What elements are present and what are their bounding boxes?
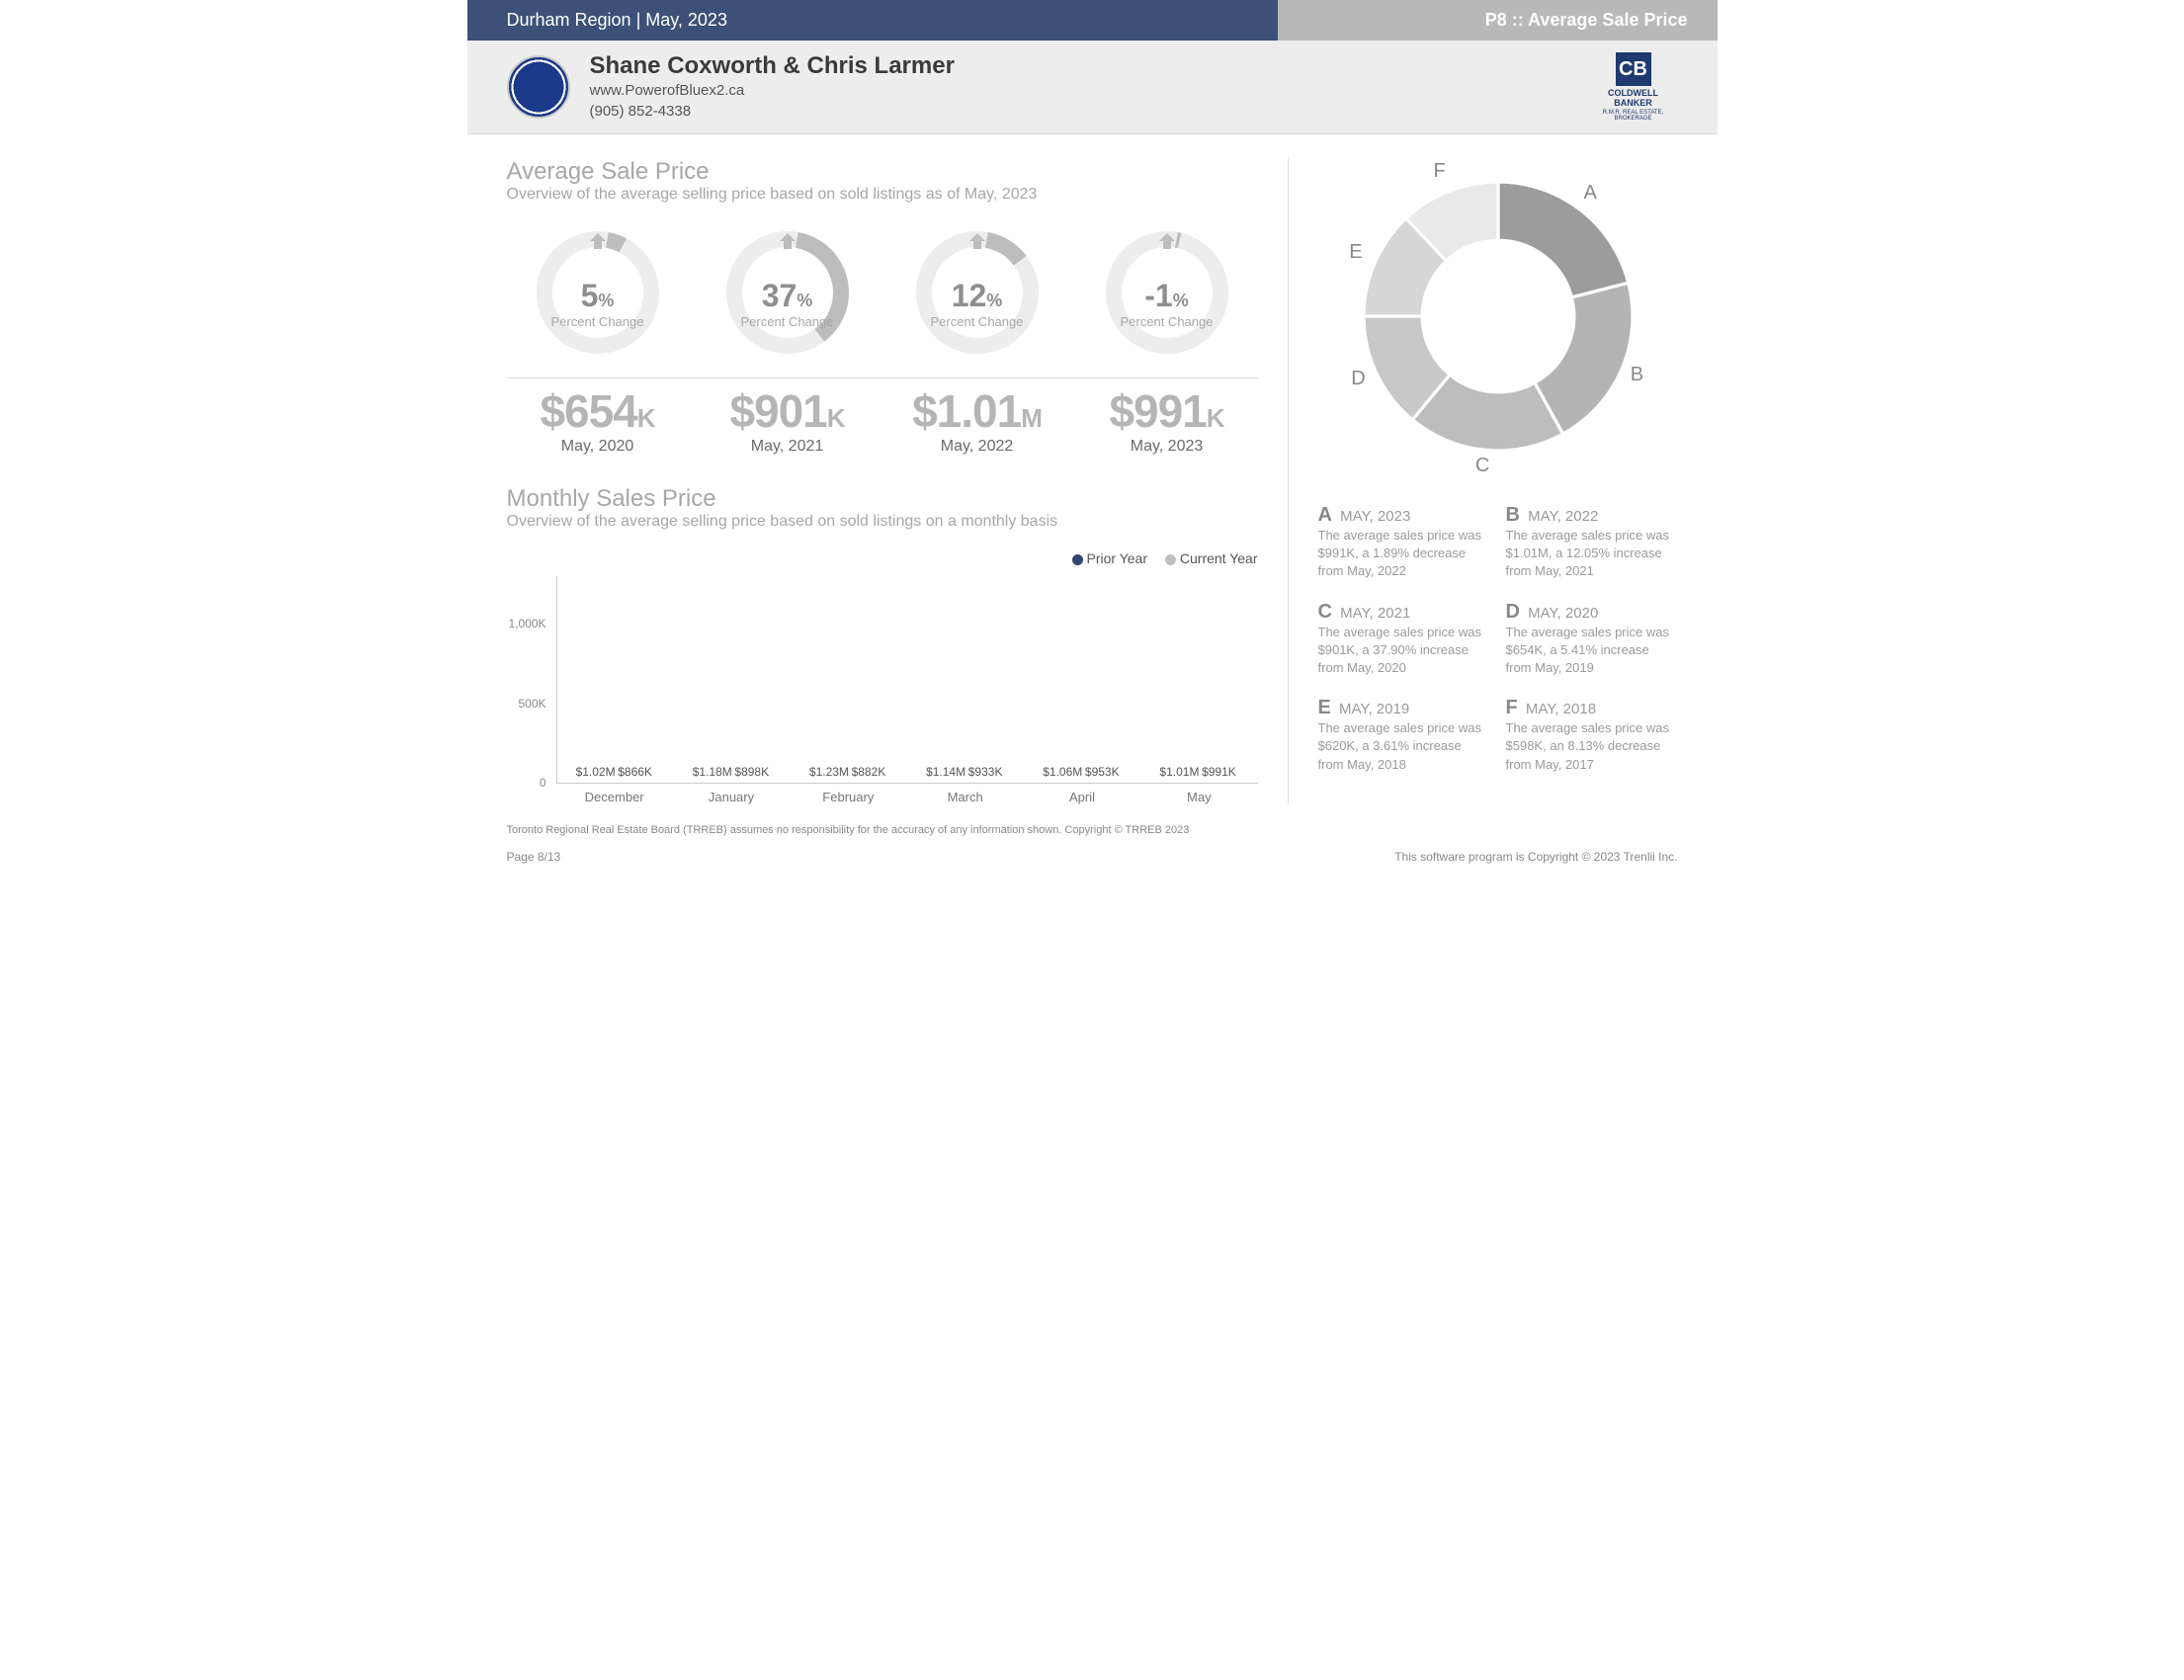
legend-current: Current Year: [1180, 550, 1258, 566]
page-tag: P8 :: Average Sale Price: [1278, 0, 1718, 41]
donut-slice: [1498, 182, 1629, 297]
year-price: $654K May, 2020: [507, 384, 689, 456]
bar-x-labels: DecemberJanuaryFebruaryMarchAprilMay: [556, 784, 1258, 804]
donut-slice-label: A: [1584, 182, 1597, 205]
legend-prior: Prior Year: [1087, 550, 1147, 566]
footer: Toronto Regional Real Estate Board (TRRE…: [467, 814, 1718, 883]
monthly-subtitle: Overview of the average selling price ba…: [507, 513, 1258, 531]
region-label: Durham Region | May, 2023: [467, 0, 1278, 41]
bar-legend: Prior Year Current Year: [507, 550, 1258, 566]
top-bar: Durham Region | May, 2023 P8 :: Average …: [467, 0, 1718, 41]
year-price: $991K May, 2023: [1076, 384, 1258, 456]
copyright: This software program is Copyright © 202…: [1394, 850, 1677, 864]
donut-slice-label: E: [1349, 241, 1362, 264]
monthly-title: Monthly Sales Price: [507, 485, 1258, 513]
gauge: 37% Percent Change: [697, 223, 879, 362]
agent-avatar: [507, 55, 570, 119]
year-price: $1.01M May, 2022: [886, 384, 1068, 456]
brand-logo: CB COLDWELL BANKER R.M.R. REAL ESTATE, B…: [1589, 52, 1678, 122]
disclaimer: Toronto Regional Real Estate Board (TRRE…: [507, 824, 1678, 836]
donut-slice-label: F: [1433, 160, 1445, 183]
donut-slice-label: B: [1631, 364, 1643, 386]
page-number: Page 8/13: [507, 850, 561, 864]
avg-price-title: Average Sale Price: [507, 158, 1258, 186]
donut-legend-item: E MAY, 2019 The average sales price was …: [1318, 697, 1490, 774]
donut-legend-item: C MAY, 2021 The average sales price was …: [1318, 601, 1490, 678]
avg-price-subtitle: Overview of the average selling price ba…: [507, 186, 1258, 204]
gauge: 12% Percent Change: [886, 223, 1068, 362]
donut-slice-label: D: [1351, 368, 1365, 390]
brand-sub: R.M.R. REAL ESTATE, BROKERAGE: [1589, 110, 1678, 122]
donut-legend-item: F MAY, 2018 The average sales price was …: [1506, 697, 1678, 774]
agent-phone: (905) 852-4338: [590, 101, 1569, 122]
gauge: 5% Percent Change: [507, 223, 689, 362]
agent-names: Shane Coxworth & Chris Larmer: [590, 52, 1569, 80]
donut-legend: A MAY, 2023 The average sales price was …: [1318, 504, 1678, 774]
donut-legend-item: D MAY, 2020 The average sales price was …: [1506, 601, 1678, 678]
donut-chart: A B C D E F: [1340, 158, 1656, 474]
brand-name: COLDWELL BANKER: [1589, 88, 1678, 108]
year-prices-row: $654K May, 2020 $901K May, 2021 $1.01M M…: [507, 384, 1258, 456]
agent-website: www.PowerofBluex2.ca: [590, 80, 1569, 101]
donut-slice-label: C: [1475, 455, 1489, 477]
monthly-bar-chart: 0500K1,000K $1.02M $866K $1.18M $898K $1…: [556, 576, 1258, 784]
gauge: -1% Percent Change: [1076, 223, 1258, 362]
year-price: $901K May, 2021: [697, 384, 879, 456]
gauges-row: 5% Percent Change 37% Percent Change 1: [507, 223, 1258, 362]
donut-legend-item: A MAY, 2023 The average sales price was …: [1318, 504, 1490, 581]
donut-legend-item: B MAY, 2022 The average sales price was …: [1506, 504, 1678, 581]
identity-bar: Shane Coxworth & Chris Larmer www.Powero…: [467, 41, 1718, 134]
